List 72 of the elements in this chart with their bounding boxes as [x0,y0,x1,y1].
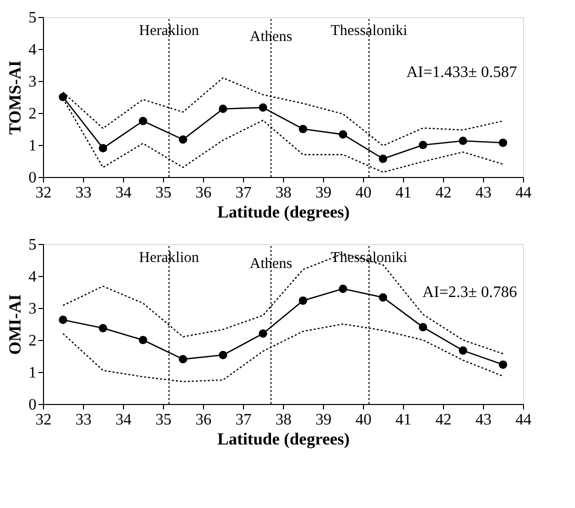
x-tick-label: 37 [236,184,252,202]
x-tick-label: 44 [516,412,532,428]
x-tick-label: 35 [156,412,172,428]
x-tick-label: 35 [156,184,172,202]
y-tick-label: 1 [28,138,36,154]
point [298,296,308,305]
ref-line-label: Athens [250,256,292,272]
x-tick-label: 42 [436,412,452,428]
x-tick-label: 36 [196,184,212,202]
x-tick-label: 41 [396,412,412,428]
y-axis-title: OMI-AI [6,294,24,355]
point [178,135,188,144]
x-tick-label: 42 [436,184,452,202]
point [498,360,508,369]
y-tick-label: 1 [28,364,36,382]
point [418,323,428,332]
x-axis-title: Latitude (degrees) [217,202,350,222]
x-tick-label: 36 [196,412,212,428]
x-tick-label: 38 [276,412,292,428]
point [378,293,388,302]
point [218,350,228,360]
point [338,130,348,139]
x-tick-label: 32 [36,184,52,202]
point [98,324,108,332]
y-tick-label: 3 [28,74,36,90]
point [458,346,468,355]
ref-line-label: Heraklion [139,23,200,39]
point [258,329,268,338]
y-tick-label: 3 [28,300,36,318]
ref-line-label: Athens [250,29,292,45]
x-tick-label: 40 [356,184,372,202]
point [258,103,268,112]
y-tick-label: 2 [28,332,36,350]
y-tick-label: 4 [28,268,36,286]
ref-line-label: Heraklion [139,250,200,266]
point [498,138,508,147]
x-tick-label: 38 [276,184,292,202]
point [418,140,428,150]
point [58,316,68,324]
x-tick-label: 32 [36,412,52,428]
annotation: AI=2.3± 0.786 [422,284,517,301]
x-tick-label: 43 [476,184,492,202]
y-axis-title: TOMS-AI [6,60,24,135]
point [338,284,348,293]
x-tick-label: 37 [236,412,252,428]
x-tick-label: 34 [116,184,132,202]
point [138,116,148,126]
y-tick-label: 5 [28,236,36,254]
annotation: AI=1.433± 0.587 [406,64,517,81]
point [98,144,108,152]
y-tick-label: 0 [28,170,36,186]
point [458,136,468,146]
x-tick-label: 39 [316,184,332,202]
point [378,154,388,163]
x-tick-label: 33 [76,184,92,202]
point [178,355,188,364]
x-axis-title: Latitude (degrees) [217,430,350,448]
x-tick-label: 33 [76,412,92,428]
x-tick-label: 34 [116,412,132,428]
point [298,124,308,134]
y-tick-label: 2 [28,106,36,122]
y-tick-label: 5 [28,10,36,26]
x-tick-label: 39 [316,412,332,428]
x-tick-label: 44 [516,184,532,202]
point [138,336,148,344]
x-tick-label: 41 [396,184,412,202]
point [218,104,228,114]
x-tick-label: 40 [356,412,372,428]
x-tick-label: 43 [476,412,492,428]
ref-line-label: Thessaloniki [330,23,408,39]
y-tick-label: 4 [28,42,36,58]
y-tick-label: 0 [28,396,36,414]
